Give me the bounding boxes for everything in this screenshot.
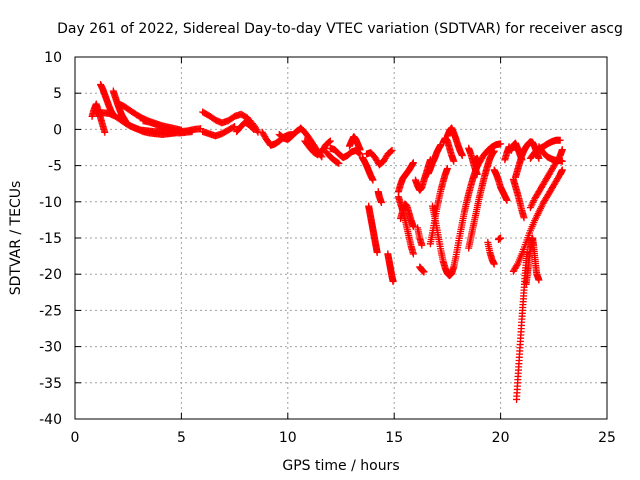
y-axis-tick-labels: 10 5 0 -5 -10 -15 -20 -25 -30 -35 -40 — [39, 50, 62, 428]
data-point — [326, 138, 334, 146]
series-arc-07 — [139, 117, 205, 136]
x-tick-label: 25 — [598, 430, 616, 446]
data-point — [409, 222, 417, 230]
series-arc-35 — [465, 147, 498, 252]
y-tick-label: -30 — [39, 340, 62, 356]
series-arc-28 — [416, 263, 428, 276]
y-tick-label: 5 — [53, 86, 62, 102]
data-point — [443, 164, 451, 172]
chart-title: Day 261 of 2022, Sidereal Day-to-day VTE… — [57, 21, 623, 37]
series-arc-10 — [233, 118, 258, 136]
series-arc-24 — [394, 159, 417, 196]
series-arc-21 — [374, 188, 385, 207]
data-point — [335, 159, 343, 167]
series-arc-18 — [358, 154, 377, 184]
series-arc-34 — [465, 144, 481, 178]
data-point — [250, 125, 258, 133]
data-point — [249, 125, 257, 133]
data-point — [497, 234, 505, 242]
x-axis-tick-labels: 0 5 10 15 20 25 — [71, 430, 616, 446]
series-arc-20 — [365, 202, 381, 256]
data-point — [373, 248, 381, 256]
series-arc-14 — [301, 137, 334, 159]
data-point — [409, 159, 417, 167]
data-point — [101, 128, 109, 136]
data-point — [503, 196, 511, 204]
data-point — [388, 146, 396, 154]
x-tick-label: 15 — [385, 430, 403, 446]
y-tick-label: -35 — [39, 376, 62, 392]
data-point — [369, 176, 377, 184]
x-tick-label: 10 — [279, 430, 297, 446]
series-arc-46 — [522, 234, 543, 288]
gridlines — [75, 57, 607, 419]
series-arc-36 — [471, 140, 505, 167]
series-arc-49 — [535, 143, 566, 165]
x-tick-label: 20 — [492, 430, 510, 446]
series-arc-37 — [484, 238, 498, 268]
data-point — [535, 276, 543, 284]
series-arc-32 — [443, 124, 466, 159]
data-point — [231, 123, 239, 131]
series-arc-25 — [397, 200, 417, 230]
data-point — [535, 154, 543, 162]
y-axis-label: SDTVAR / TECUs — [8, 181, 24, 296]
data-point — [558, 166, 566, 174]
data-point — [520, 214, 528, 222]
series-arc-15 — [322, 148, 343, 167]
y-tick-label: -10 — [39, 195, 62, 211]
data-point — [409, 250, 417, 258]
data-point — [356, 146, 364, 154]
series-arc-22 — [384, 250, 397, 285]
series-arc-09 — [199, 108, 262, 136]
y-tick-label: -15 — [39, 231, 62, 247]
data-point — [387, 147, 395, 155]
data-point — [556, 136, 564, 144]
data-point — [558, 157, 566, 165]
series-arc-19 — [363, 146, 396, 169]
data-point — [490, 260, 498, 268]
series-arc-29 — [424, 141, 445, 178]
series-arc-08 — [199, 123, 239, 140]
y-tick-label: -25 — [39, 303, 62, 319]
series-arc-43 — [511, 138, 543, 181]
data-point — [389, 277, 397, 285]
series-arc-16 — [326, 144, 364, 162]
data-point — [420, 268, 428, 276]
data-point — [418, 241, 426, 249]
y-tick-label: 10 — [44, 50, 62, 66]
axis-ticks — [74, 56, 608, 420]
y-tick-label: 0 — [53, 122, 62, 138]
data-point — [497, 140, 505, 148]
series-arc-39 — [494, 234, 505, 243]
data-point — [458, 151, 466, 159]
x-axis-label: GPS time / hours — [282, 458, 399, 474]
series-arc-30 — [426, 164, 451, 248]
data-point — [473, 170, 481, 178]
data-point — [377, 199, 385, 207]
y-tick-label: -5 — [48, 159, 62, 175]
y-tick-label: -40 — [39, 412, 62, 428]
series-arc-27 — [414, 224, 426, 249]
series-arc-41 — [509, 175, 528, 222]
data-points — [88, 81, 566, 403]
series-arc-33 — [439, 134, 458, 165]
data-point — [558, 146, 566, 154]
data-point — [450, 157, 458, 165]
data-point — [229, 123, 237, 131]
series-arc-38 — [490, 166, 511, 204]
y-tick-label: -20 — [39, 267, 62, 283]
x-tick-label: 5 — [177, 430, 186, 446]
x-tick-label: 0 — [71, 430, 80, 446]
series-arc-17 — [346, 133, 364, 154]
data-point — [253, 127, 261, 135]
data-point — [326, 137, 334, 145]
